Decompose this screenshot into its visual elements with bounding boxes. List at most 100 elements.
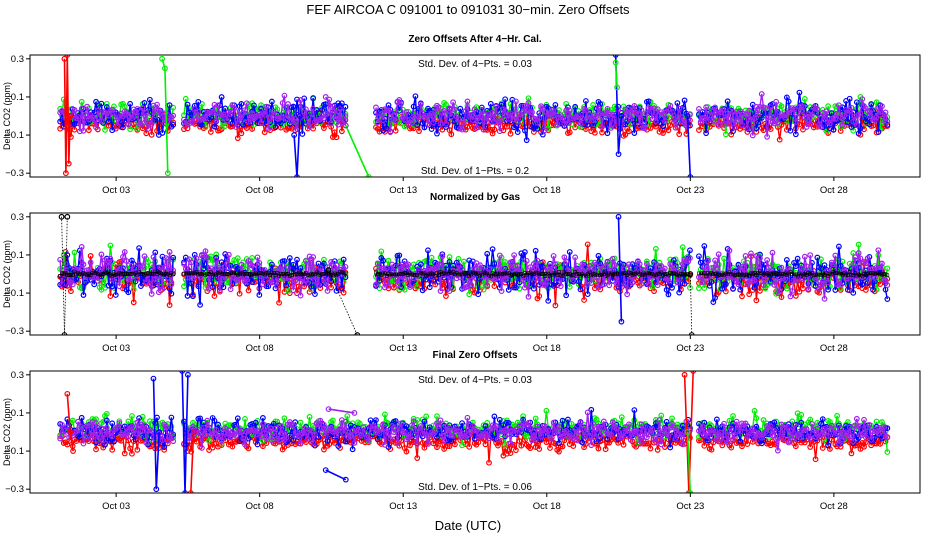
data-point bbox=[423, 413, 430, 420]
data-point bbox=[674, 114, 681, 120]
data-point bbox=[127, 445, 134, 452]
data-point bbox=[134, 446, 141, 453]
data-point bbox=[760, 417, 767, 423]
data-point bbox=[426, 265, 433, 272]
data-point bbox=[500, 266, 507, 272]
data-point bbox=[443, 101, 449, 108]
data-point bbox=[789, 288, 796, 294]
data-point bbox=[744, 441, 751, 447]
data-point bbox=[547, 263, 553, 270]
data-point bbox=[407, 284, 413, 290]
data-point bbox=[877, 440, 884, 447]
data-point bbox=[419, 440, 426, 446]
y-tick-label: −0.1 bbox=[5, 130, 24, 141]
data-point bbox=[297, 97, 304, 103]
excursion-point bbox=[65, 160, 72, 167]
data-point bbox=[195, 283, 202, 290]
data-point bbox=[609, 277, 616, 284]
data-point bbox=[591, 129, 598, 136]
data-point bbox=[778, 294, 785, 301]
data-point bbox=[712, 257, 718, 264]
data-point bbox=[170, 121, 177, 128]
data-point bbox=[297, 419, 304, 426]
data-point bbox=[575, 112, 582, 119]
data-point bbox=[220, 284, 227, 291]
y-axis-label: Delta CO2 (ppm) bbox=[2, 398, 12, 466]
data-point bbox=[566, 249, 573, 255]
data-point bbox=[389, 110, 396, 117]
data-point bbox=[343, 271, 348, 276]
data-point bbox=[645, 440, 652, 447]
data-point bbox=[800, 285, 806, 292]
data-point bbox=[188, 280, 195, 287]
data-point bbox=[403, 448, 410, 455]
data-point bbox=[383, 265, 390, 272]
data-point bbox=[719, 442, 726, 449]
data-point bbox=[814, 106, 821, 113]
series-line-s4 bbox=[183, 248, 346, 296]
y-tick-label: −0.3 bbox=[5, 168, 24, 179]
data-point bbox=[710, 265, 717, 271]
data-point bbox=[290, 112, 297, 119]
data-point bbox=[866, 276, 873, 283]
data-point bbox=[748, 250, 754, 257]
data-point bbox=[439, 253, 446, 260]
data-point bbox=[337, 106, 343, 112]
data-point bbox=[425, 247, 431, 254]
data-point bbox=[184, 293, 191, 299]
data-point bbox=[85, 127, 92, 134]
data-point bbox=[678, 114, 684, 120]
data-point bbox=[414, 455, 421, 461]
data-point bbox=[159, 114, 166, 120]
data-point bbox=[713, 265, 720, 272]
data-point bbox=[520, 109, 526, 115]
data-point bbox=[629, 261, 636, 268]
data-point bbox=[742, 253, 749, 259]
data-point bbox=[712, 294, 718, 301]
data-point bbox=[414, 122, 421, 129]
data-point bbox=[103, 410, 110, 417]
data-point bbox=[590, 265, 596, 271]
data-point bbox=[835, 102, 842, 109]
data-point bbox=[828, 110, 835, 117]
data-point bbox=[125, 289, 132, 296]
data-point bbox=[679, 104, 686, 111]
data-point bbox=[597, 110, 604, 117]
data-point bbox=[452, 106, 458, 113]
data-point bbox=[452, 441, 458, 448]
data-point bbox=[604, 105, 611, 112]
data-point bbox=[810, 124, 817, 131]
data-point bbox=[721, 255, 727, 262]
data-point bbox=[468, 112, 474, 118]
data-point bbox=[421, 124, 428, 131]
data-point bbox=[419, 287, 426, 294]
data-point bbox=[260, 281, 266, 288]
data-point bbox=[134, 106, 141, 112]
data-point bbox=[482, 441, 489, 448]
data-point bbox=[211, 123, 218, 130]
data-point bbox=[294, 96, 300, 103]
data-point bbox=[864, 255, 871, 262]
data-point bbox=[338, 128, 345, 135]
data-point bbox=[401, 116, 408, 123]
data-point bbox=[118, 258, 125, 265]
data-point bbox=[536, 115, 543, 121]
data-point bbox=[599, 129, 605, 136]
data-point bbox=[335, 280, 342, 287]
data-point bbox=[681, 280, 688, 287]
data-point bbox=[401, 275, 408, 282]
data-point bbox=[581, 121, 587, 128]
data-point bbox=[563, 292, 570, 299]
data-point bbox=[708, 278, 715, 285]
data-point bbox=[812, 283, 819, 289]
x-tick-label: Oct 08 bbox=[246, 185, 274, 196]
data-point bbox=[687, 255, 693, 261]
data-point bbox=[801, 253, 808, 260]
data-point bbox=[584, 241, 591, 248]
data-point bbox=[624, 112, 631, 119]
data-point bbox=[410, 103, 417, 110]
data-point bbox=[265, 126, 272, 132]
data-point bbox=[480, 286, 487, 293]
data-point bbox=[613, 121, 620, 127]
data-point bbox=[417, 101, 424, 108]
